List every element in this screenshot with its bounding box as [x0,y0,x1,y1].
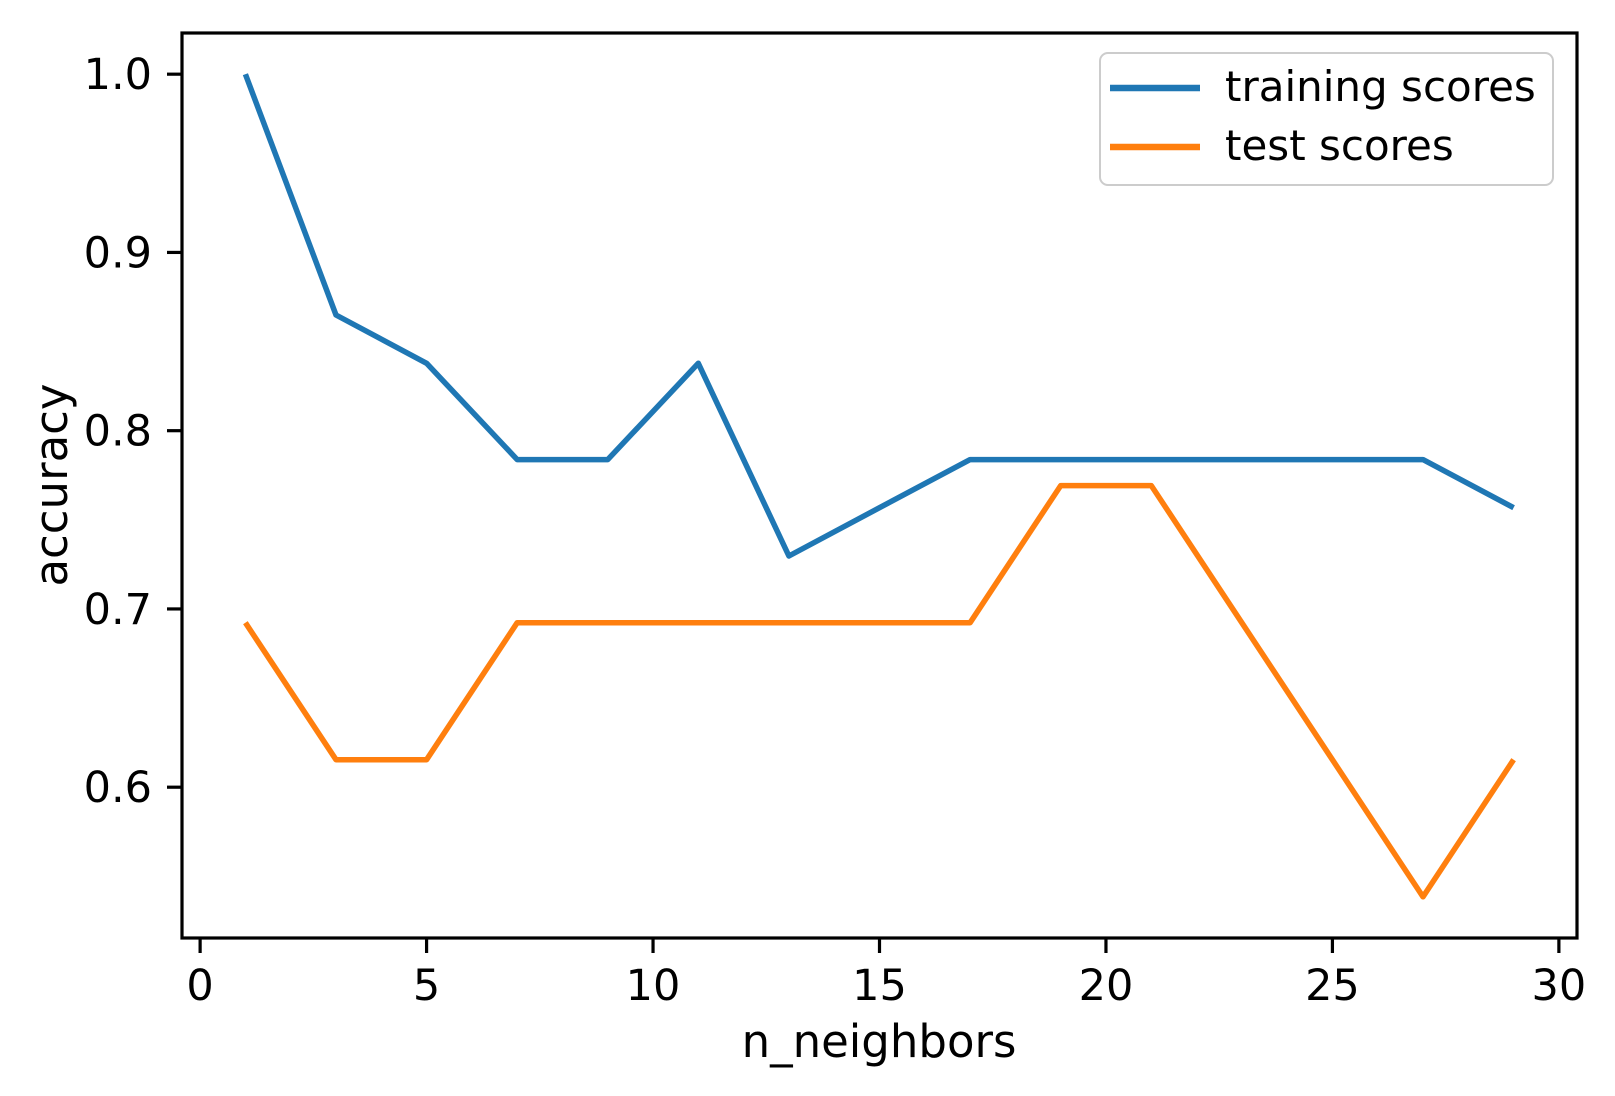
y-tick-label: 0.9 [84,228,152,278]
series-lines [242,73,1516,900]
x-axis-ticks: 0 5 10 15 20 25 30 [186,938,1586,1011]
x-tick-label: 15 [852,961,907,1011]
x-tick-label: 10 [626,961,681,1011]
y-axis-ticks: 0.6 0.7 0.8 0.9 1.0 [84,50,182,813]
x-axis-label: n_neighbors [742,1015,1017,1068]
y-tick-label: 0.6 [84,763,152,813]
x-tick-label: 25 [1305,961,1360,1011]
legend-label: training scores [1225,62,1536,111]
x-tick-label: 5 [413,961,440,1011]
legend: training scores test scores [1099,52,1554,186]
x-tick-label: 0 [186,961,213,1011]
y-axis-label: accuracy [25,383,78,586]
y-tick-label: 0.7 [84,585,152,635]
y-tick-label: 1.0 [84,50,152,100]
x-tick-label: 20 [1079,961,1134,1011]
y-tick-label: 0.8 [84,407,152,457]
legend-label: test scores [1225,121,1454,170]
series-line-test-scores [243,482,1516,900]
legend-box [1099,52,1554,186]
series-line-training-scores [242,73,1515,559]
x-tick-label: 30 [1532,961,1587,1011]
